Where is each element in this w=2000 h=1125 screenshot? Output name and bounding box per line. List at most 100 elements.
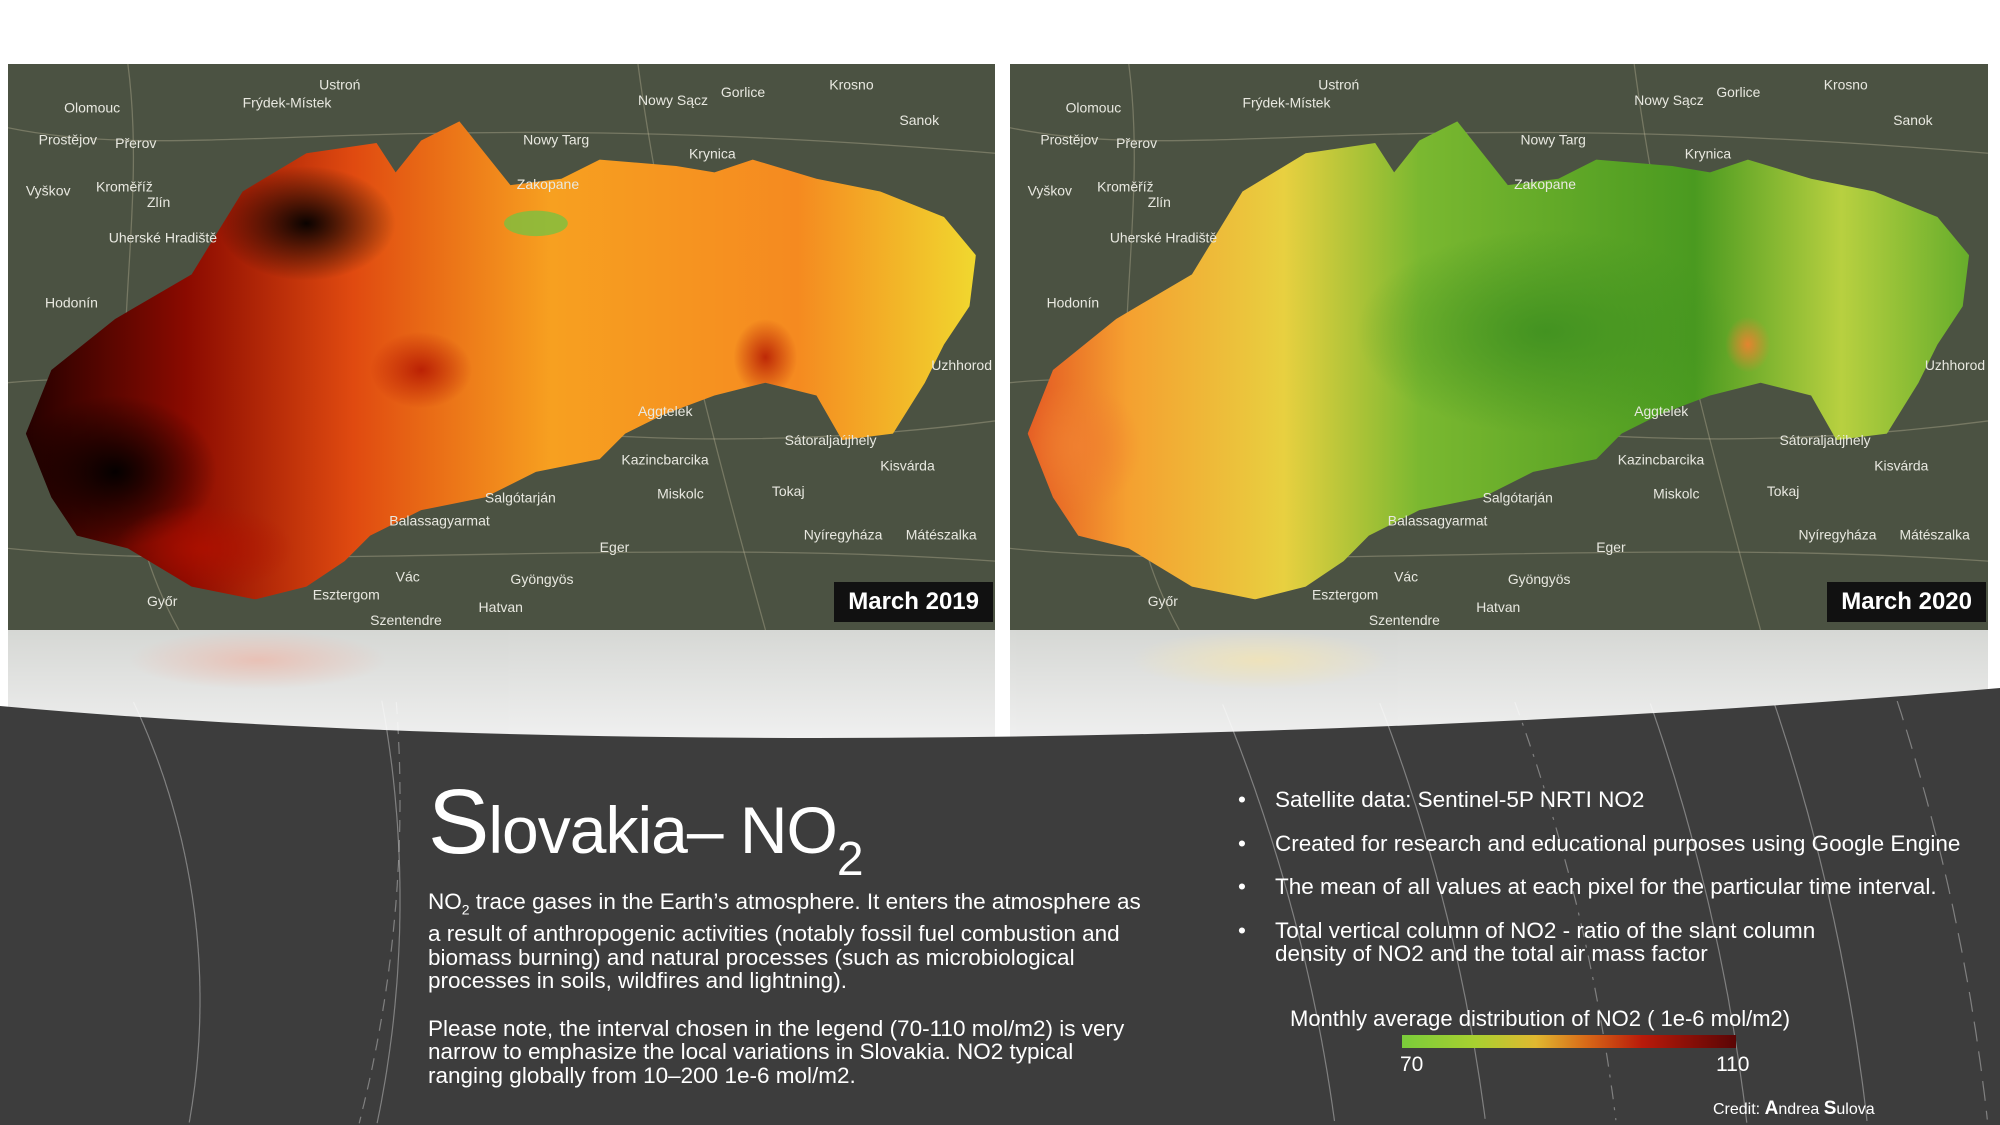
map-city-label: Kazincbarcika [1618, 451, 1705, 467]
map-city-label: Olomouc [64, 99, 120, 115]
map-city-label: Miskolc [1653, 486, 1699, 502]
map-city-label: Krynica [1685, 145, 1732, 161]
map-city-label: Nyíregyháza [804, 526, 883, 542]
map-city-label: Ustroń [1318, 76, 1359, 92]
no2-subscript: 2 [461, 901, 470, 918]
map-city-label: Uherské Hradiště [109, 229, 217, 245]
map-city-label: Vyškov [1028, 182, 1072, 198]
credit: Credit: Andrea Sulova [1713, 1098, 1875, 1120]
legend-title: Monthly average distribution of NO2 ( 1e… [1290, 1006, 1791, 1031]
bullet-item: Total vertical column of NO2 - ratio of … [1238, 918, 1835, 966]
decorative-arc [1896, 700, 1988, 1120]
map-city-label: Szentendre [370, 612, 442, 628]
map-city-label: Kisvárda [1874, 458, 1928, 474]
map-city-label: Salgótarján [1483, 489, 1553, 505]
info-bullets: Satellite data: Sentinel-5P NRTI NO2 Cre… [1238, 788, 1998, 986]
decorative-arc [358, 702, 401, 1124]
decorative-arc [132, 701, 201, 1123]
date-label: March 2019 [834, 582, 993, 622]
map-city-label: Frýdek-Místek [243, 94, 333, 110]
map-city-label: Krynica [689, 145, 736, 161]
credit-prefix: Credit: [1713, 1101, 1765, 1118]
map-city-label: Prostějov [39, 131, 97, 147]
no2-text: NO [428, 889, 462, 914]
map-city-label: Gyöngyös [1508, 571, 1571, 587]
description-paragraph-2: Please note, the interval chosen in the … [428, 1015, 1125, 1088]
map-city-label: Krosno [829, 76, 874, 92]
map-city-label: Nowy Targ [523, 131, 589, 147]
map-march-2019: Olomouc Frýdek-Místek Ustroń Nowy Sącz Gorli… [8, 64, 995, 630]
map-city-label: Balassagyarmat [389, 512, 490, 528]
map-city-label: Kroměříž [96, 178, 153, 194]
map-city-label: Ustroń [319, 76, 360, 92]
no2-map-2020: Olomouc Frýdek-Místek Ustroń Nowy Sącz Gorli… [1010, 64, 1988, 630]
date-label: March 2020 [1827, 582, 1986, 622]
map-city-label: Frýdek-Místek [1242, 94, 1330, 110]
decorative-arcs [132, 700, 1988, 1124]
map-city-label: Kroměříž [1097, 178, 1153, 194]
map-city-label: Gorlice [1716, 84, 1760, 100]
decorative-arc [1649, 703, 1748, 1123]
map-city-label: Eger [1596, 539, 1626, 555]
map-city-label: Vác [396, 569, 420, 585]
map-city-label: Uzhhorod [931, 357, 992, 373]
decorative-arc [376, 700, 401, 1124]
map-city-label: Hatvan [1476, 599, 1520, 615]
map-city-label: Miskolc [657, 486, 704, 502]
map-city-label: Hodonín [45, 294, 98, 310]
map-city-label: Aggtelek [1634, 403, 1688, 419]
map-city-label: Olomouc [1066, 99, 1122, 115]
decorative-arc [1222, 704, 1336, 1122]
map-city-label: Tokaj [772, 483, 805, 499]
page-title: Slovakia– NO2 [428, 770, 864, 887]
map-city-label: Uherské Hradiště [1110, 229, 1218, 245]
map-city-label: Prostějov [1040, 131, 1098, 147]
map-city-label: Győr [1148, 593, 1178, 609]
description-paragraph-1: NO2 trace gases in the Earth’s atmospher… [428, 890, 1148, 993]
map-city-label: Balassagyarmat [1388, 512, 1488, 528]
map-city-label: Zlín [147, 194, 170, 210]
decorative-arc [1514, 701, 1617, 1121]
title-subscript: 2 [836, 833, 864, 886]
map-city-label: Sátoraljaújhely [1780, 432, 1871, 448]
map-city-label: Vác [1394, 569, 1418, 585]
map-city-label: Esztergom [1312, 586, 1378, 602]
credit-name: ulova [1836, 1101, 1875, 1118]
map-city-label: Uzhhorod [1925, 357, 1985, 373]
map-city-label: Zakopane [1514, 176, 1576, 192]
legend-max: 110 [1716, 1053, 1750, 1076]
legend-min: 70 [1400, 1053, 1424, 1076]
map-march-2020: Olomouc Frýdek-Místek Ustroń Nowy Sącz Gorli… [1010, 64, 1988, 630]
decorative-arc [1774, 704, 1868, 1121]
map-city-label: Přerov [115, 135, 156, 151]
credit-initial: A [1764, 1098, 1779, 1119]
map-city-label: Sátoraljaújhely [785, 432, 877, 448]
map-city-label: Nyíregyháza [1798, 526, 1876, 542]
map-city-label: Vyškov [26, 182, 71, 198]
map-city-label: Gyöngyös [510, 571, 573, 587]
map-city-label: Hatvan [479, 599, 523, 615]
credit-name: ndrea [1778, 1101, 1824, 1118]
bullet-item: Created for research and educational pur… [1238, 831, 1998, 856]
map-city-label: Hodonín [1047, 294, 1100, 310]
map-city-label: Zlín [1148, 194, 1171, 210]
map-city-label: Gorlice [721, 84, 766, 100]
map-city-label: Zakopane [517, 176, 580, 192]
no2-map-2019: Olomouc Frýdek-Místek Ustroń Nowy Sącz Gorli… [8, 64, 995, 630]
credit-initial: S [1823, 1098, 1837, 1119]
map-city-label: Szentendre [1369, 612, 1440, 628]
map-city-label: Győr [147, 593, 178, 609]
map-city-label: Nowy Targ [1520, 131, 1585, 147]
map-city-label: Salgótarján [485, 490, 556, 506]
map-city-label: Přerov [1116, 135, 1157, 151]
map-city-label: Sanok [899, 112, 940, 128]
description: NO2 trace gases in the Earth’s atmospher… [428, 890, 1148, 1111]
paragraph-text: trace gases in the Earth’s atmosphere. I… [428, 889, 1141, 993]
map-city-label: Mátészalka [906, 526, 977, 542]
map-city-label: Mátészalka [1900, 526, 1970, 542]
map-city-label: Sanok [1893, 112, 1932, 128]
map-city-label: Nowy Sącz [638, 92, 708, 108]
map-city-label: Nowy Sącz [1634, 92, 1704, 108]
map-city-label: Kisvárda [880, 458, 935, 474]
bullet-item: Satellite data: Sentinel-5P NRTI NO2 [1238, 788, 1998, 812]
